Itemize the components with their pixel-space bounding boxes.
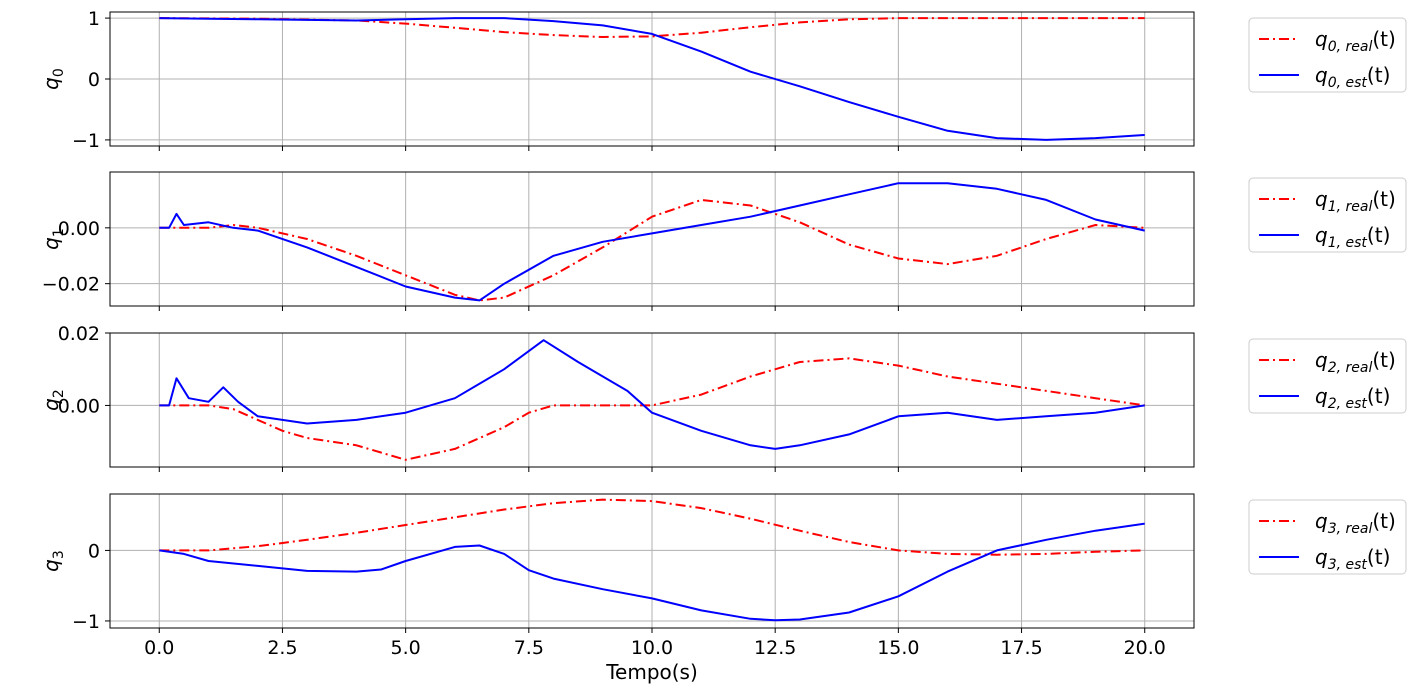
y-tick-label: 0.00 — [58, 218, 100, 240]
legend-frame — [1248, 499, 1407, 575]
plot-frame — [109, 171, 1195, 307]
y-tick-label: −0.02 — [42, 274, 100, 296]
legend-entry: q3, est(t) — [1315, 545, 1390, 573]
x-tick-label: 20.0 — [1124, 637, 1166, 659]
legend-frame — [1248, 177, 1407, 253]
y-tick-label: 0 — [88, 540, 100, 562]
x-tick-label: 12.5 — [754, 637, 796, 659]
y-tick-label: 0 — [88, 69, 100, 91]
subplot-1: 0.00 −0.02 q1 q1, real(t) q1, est(t) — [39, 171, 1407, 311]
x-tick-label: 2.5 — [267, 637, 297, 659]
series-line-real — [159, 198, 1145, 302]
x-tick-label: 7.5 — [514, 637, 544, 659]
subplot-0: 1 0 −1 q0 q0, real(t) q0, est(t) — [39, 8, 1407, 152]
y-axis-label: q1 — [39, 228, 67, 250]
y-axis-label: q0 — [39, 68, 67, 90]
series-line-real — [159, 17, 1145, 38]
series-line-est — [159, 17, 1145, 141]
series-line-real — [159, 498, 1145, 556]
legend-entry: q1, est(t) — [1315, 223, 1390, 251]
legend-entry: q1, real(t) — [1315, 187, 1396, 215]
y-tick-label: 0.02 — [58, 323, 100, 345]
series-line-est — [159, 339, 1145, 450]
x-axis-label: Tempo(s) — [605, 660, 698, 684]
legend-entry: q3, real(t) — [1315, 509, 1396, 537]
legend: q0, real(t) q0, est(t) — [1248, 17, 1407, 93]
subplot-3: 0 −1 q3 q3, real(t) q3, est(t) 0.0 2.5 5.0 7.5 10… — [39, 493, 1407, 659]
x-tick-label: 5.0 — [391, 637, 421, 659]
y-axis-label: q2 — [39, 389, 67, 411]
legend-entry: q2, real(t) — [1315, 348, 1396, 376]
x-tick-label: 15.0 — [877, 637, 919, 659]
plot-frame — [109, 11, 1195, 147]
x-tick-label: 0.0 — [144, 637, 174, 659]
y-tick-label: 1 — [88, 8, 100, 30]
legend: q3, real(t) q3, est(t) — [1248, 499, 1407, 575]
series-line-est — [159, 522, 1145, 622]
legend-entry: q0, real(t) — [1315, 27, 1396, 55]
plot-frame — [109, 332, 1195, 468]
y-axis-label: q3 — [39, 550, 67, 572]
series-line-est — [159, 182, 1145, 302]
y-tick-label: 0.00 — [58, 395, 100, 417]
legend: q2, real(t) q2, est(t) — [1248, 338, 1407, 414]
series-line-real — [159, 357, 1145, 461]
legend-entry: q0, est(t) — [1315, 63, 1390, 91]
y-tick-label: −1 — [72, 130, 100, 152]
plot-frame — [109, 493, 1195, 629]
legend-entry: q2, est(t) — [1315, 384, 1390, 412]
x-tick-label: 17.5 — [1000, 637, 1042, 659]
legend-frame — [1248, 338, 1407, 414]
y-tick-label: −1 — [72, 611, 100, 633]
legend-frame — [1248, 17, 1407, 93]
x-tick-label: 10.0 — [631, 637, 673, 659]
legend: q1, real(t) q1, est(t) — [1248, 177, 1407, 253]
